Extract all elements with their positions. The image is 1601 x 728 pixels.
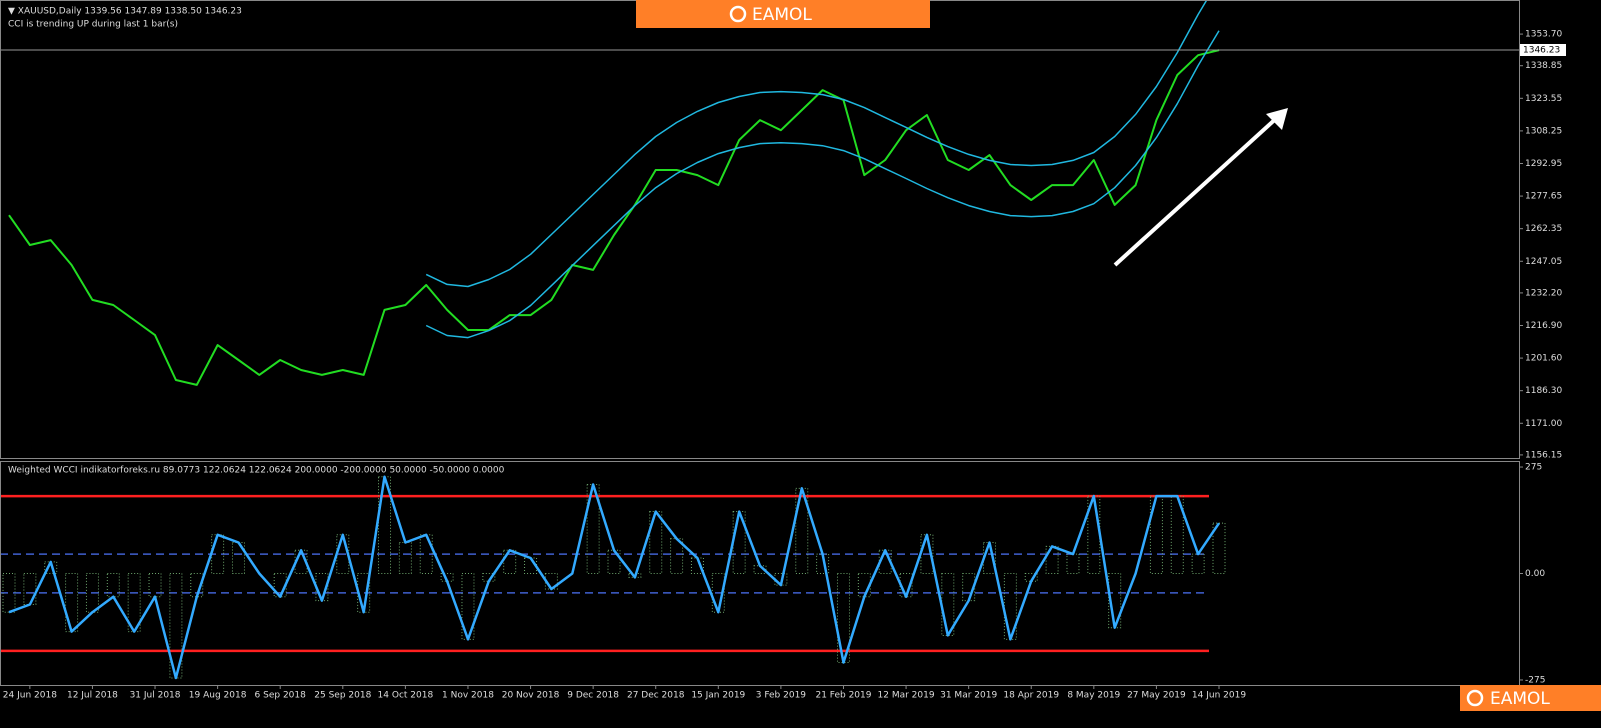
x-tick-label: 14 Jun 2019 — [1192, 691, 1246, 701]
histogram-bar — [1003, 573, 1017, 640]
logo-top: EAMOL — [636, 0, 930, 28]
y-tick-label: 1171.00 — [1525, 419, 1562, 429]
y-tick-label: 275 — [1525, 463, 1542, 473]
x-tick-label: 25 Sep 2018 — [314, 691, 371, 701]
y-tick-label: -275 — [1525, 675, 1545, 685]
histogram-bar — [273, 573, 287, 598]
y-tick-label: 1353.70 — [1525, 30, 1562, 40]
series-line — [8, 475, 1221, 680]
y-tick-label: 1338.85 — [1525, 61, 1562, 71]
y-tick-label: 1277.65 — [1525, 192, 1562, 202]
y-tick-label: 1232.20 — [1525, 288, 1562, 298]
histogram-bar — [461, 573, 475, 640]
x-tick-label: 3 Feb 2019 — [756, 691, 807, 701]
y-tick-label: 1323.55 — [1525, 94, 1562, 104]
histogram-bar — [1024, 573, 1038, 582]
indicator-title: Weighted WCCI indikatorforeks.ru 89.0773… — [8, 466, 505, 476]
histogram-bar — [836, 573, 850, 664]
histogram-bar — [190, 573, 204, 598]
x-tick-label: 12 Mar 2019 — [878, 691, 935, 701]
logo-text: EAMOL — [752, 5, 812, 25]
arrow-head — [1266, 108, 1288, 130]
x-tick-label: 14 Oct 2018 — [378, 691, 434, 701]
histogram-bar — [1212, 522, 1226, 575]
x-tick-label: 9 Dec 2018 — [567, 691, 619, 701]
histogram-bar — [169, 573, 183, 679]
histogram-bar — [106, 573, 120, 598]
x-tick-label: 12 Jul 2018 — [67, 691, 118, 701]
y-tick-label: 1216.90 — [1525, 321, 1562, 331]
x-tick-label: 21 Feb 2019 — [815, 691, 871, 701]
last-price-label: 1346.23 — [1523, 45, 1560, 55]
price-plot — [1, 1, 1519, 386]
x-tick-label: 19 Aug 2018 — [189, 691, 247, 701]
last-price-box — [1520, 43, 1566, 56]
y-tick-label: 1201.60 — [1525, 354, 1562, 364]
histogram-bar — [482, 573, 496, 582]
x-tick-label: 20 Nov 2018 — [502, 691, 560, 701]
series-line — [425, 30, 1220, 339]
histogram-bar — [774, 573, 788, 586]
histogram-bar — [440, 573, 454, 582]
histogram-bar — [127, 573, 141, 633]
y-tick-label: 1156.15 — [1525, 450, 1562, 460]
indicator-plot — [1, 475, 1226, 680]
x-tick-label: 15 Jan 2019 — [691, 691, 745, 701]
logo-text: EAMOL — [1490, 689, 1550, 709]
signal-text: CCI is trending UP during last 1 bar(s) — [8, 20, 178, 30]
histogram-bar — [899, 573, 913, 598]
x-tick-label: 1 Nov 2018 — [442, 691, 494, 701]
histogram-bar — [357, 573, 371, 613]
histogram-bar — [65, 573, 79, 633]
symbol-info: ▼ XAUUSD,Daily 1339.56 1347.89 1338.50 1… — [8, 7, 242, 17]
axes: 1353.70 1338.85 1323.55 1308.25 1292.95 1277.… — [3, 30, 1566, 701]
y-tick-label: 1247.05 — [1525, 257, 1562, 267]
y-tick-label: 1292.95 — [1525, 159, 1562, 169]
y-tick-label: 1308.25 — [1525, 126, 1562, 136]
x-tick-label: 31 Mar 2019 — [940, 691, 997, 701]
x-tick-label: 6 Sep 2018 — [255, 691, 307, 701]
y-tick-label: 1262.35 — [1525, 224, 1562, 234]
histogram-bar — [941, 573, 955, 636]
y-tick-label: 0.00 — [1525, 569, 1545, 579]
x-tick-label: 27 May 2019 — [1127, 691, 1186, 701]
series-line — [8, 49, 1220, 386]
histogram-bar — [2, 573, 16, 613]
histogram-bar — [148, 573, 162, 598]
histogram-bar — [857, 573, 871, 598]
x-tick-label: 18 Apr 2019 — [1003, 691, 1059, 701]
x-tick-label: 8 May 2019 — [1067, 691, 1120, 701]
histogram-bar — [711, 573, 725, 613]
x-tick-label: 31 Jul 2018 — [130, 691, 181, 701]
x-tick-label: 27 Dec 2018 — [627, 691, 685, 701]
histogram-bar — [85, 573, 99, 613]
trend-arrow — [1113, 113, 1282, 267]
y-tick-label: 1186.30 — [1525, 386, 1562, 396]
price-panel — [0, 0, 1520, 459]
series-line — [425, 1, 1208, 288]
logo-bottom: EAMOL — [1460, 685, 1601, 711]
x-tick-label: 24 Jun 2018 — [3, 691, 57, 701]
indicator-panel — [0, 461, 1520, 686]
